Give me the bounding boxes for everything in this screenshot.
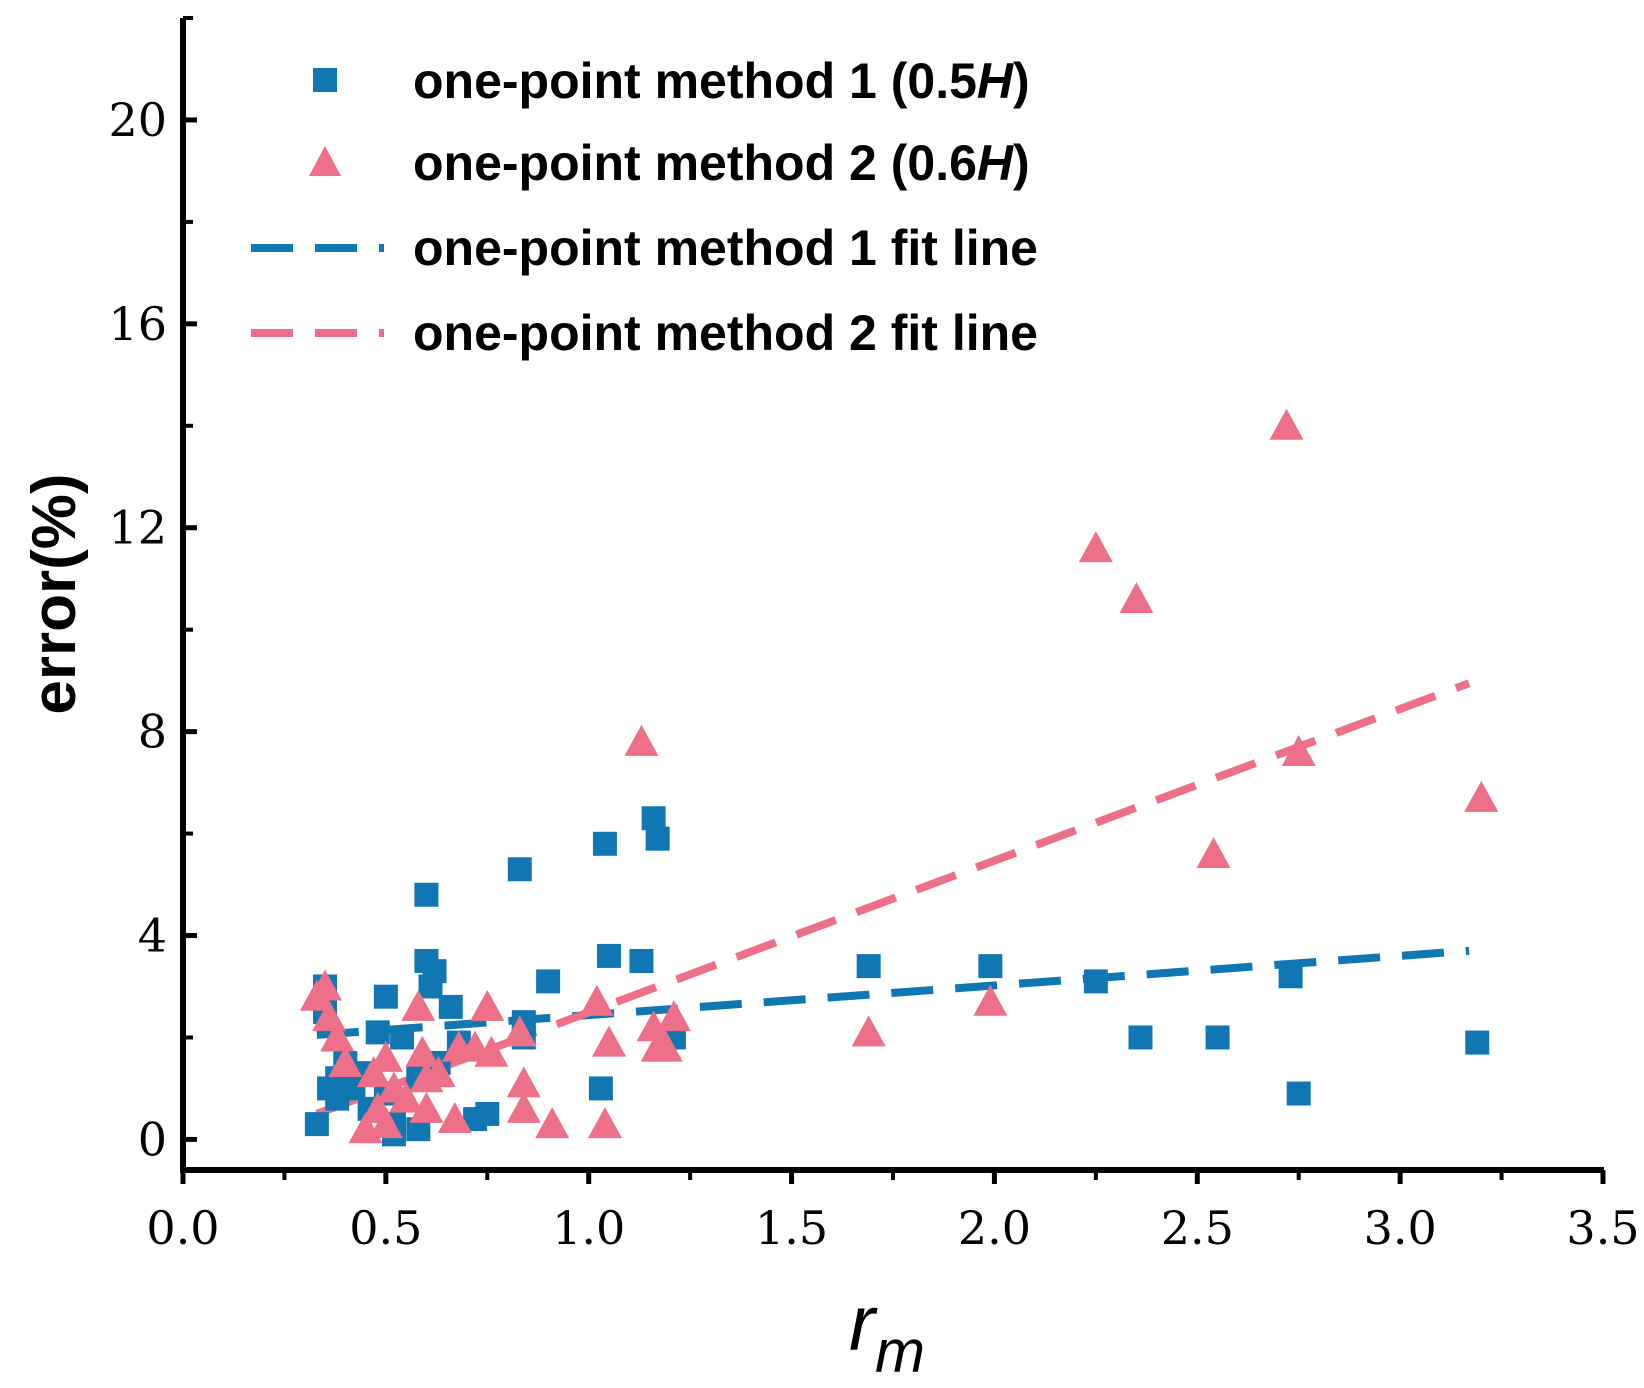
data-points <box>299 408 1499 1147</box>
legend-label-method1-main: one-point method 1 (0.5 <box>413 53 977 109</box>
x-axis-title-subscript: m <box>875 1318 925 1385</box>
method2-point <box>1269 408 1304 440</box>
legend-label-method1: one-point method 1 (0.5H) <box>413 53 1030 109</box>
x-tick-label: 1.5 <box>755 1201 828 1255</box>
method2-point <box>648 1030 683 1062</box>
method1-point <box>1205 1025 1230 1050</box>
method2-point <box>368 1107 403 1139</box>
method1-point <box>592 831 617 856</box>
tick-labels: 0.0 0.5 1.0 1.5 2.0 2.5 3.0 3.5 0 4 8 12 16 20 <box>108 93 1639 1255</box>
method1-point <box>856 954 881 979</box>
method1-point <box>418 974 443 999</box>
y-tick-label: 16 <box>108 297 167 351</box>
method1-point <box>1083 969 1108 994</box>
method2-point <box>405 1035 440 1067</box>
x-axis-title-main: r <box>849 1279 878 1367</box>
y-axis-title: error(%) <box>20 473 89 714</box>
y-tick-label: 4 <box>138 909 167 963</box>
legend-label-method1-italic: H <box>977 53 1014 109</box>
x-tick-label: 2.5 <box>1161 1201 1234 1255</box>
x-tick-label: 0.5 <box>349 1201 422 1255</box>
x-tick-label: 3.5 <box>1566 1201 1639 1255</box>
method2-point <box>636 1010 671 1042</box>
method1-point <box>978 954 1003 979</box>
method1-point <box>597 943 621 968</box>
legend-label-fit1: one-point method 1 fit line <box>413 220 1038 276</box>
x-tick-label: 1.0 <box>552 1201 625 1255</box>
method2-point <box>470 989 505 1021</box>
method2-point <box>474 1035 509 1067</box>
method2-point <box>592 1025 626 1057</box>
method1-point <box>1278 964 1303 989</box>
legend-label-method2-main: one-point method 2 (0.6 <box>413 135 977 191</box>
legend: one-point method 1 (0.5H) one-point meth… <box>251 53 1038 361</box>
y-tick-label: 8 <box>138 705 167 759</box>
method2-point <box>389 1081 424 1113</box>
method2-point <box>506 1091 541 1123</box>
method1-point <box>304 1112 329 1137</box>
method1-point <box>373 984 398 1009</box>
method1-point <box>536 969 561 994</box>
method2-point <box>535 1107 570 1139</box>
axes <box>180 18 1604 1173</box>
method2-point <box>624 724 659 756</box>
method1-point <box>1465 1030 1490 1055</box>
method1-point <box>475 1101 500 1126</box>
legend-label-method2: one-point method 2 (0.6H) <box>413 135 1030 191</box>
method2-point <box>579 984 614 1016</box>
method2-point <box>502 1015 537 1047</box>
method1-point <box>507 857 532 882</box>
method1-point <box>1286 1081 1311 1106</box>
method1-point <box>365 1020 390 1045</box>
x-tick-label: 2.0 <box>958 1201 1031 1255</box>
method2-point <box>851 1015 886 1047</box>
method1-point <box>414 882 439 907</box>
legend-marker-method2 <box>309 146 341 176</box>
method2-point <box>587 1107 622 1139</box>
method1-point <box>1128 1025 1153 1050</box>
method1-point <box>588 1076 613 1101</box>
method2-point <box>409 1091 444 1123</box>
legend-label-method2-tail: ) <box>1013 135 1030 191</box>
method2-point <box>421 1056 456 1088</box>
fit-line-1 <box>316 946 1470 1039</box>
legend-label-fit2: one-point method 2 fit line <box>413 305 1038 361</box>
method2-point <box>656 1000 691 1032</box>
method1-point <box>438 994 463 1019</box>
x-tick-label: 0.0 <box>146 1201 219 1255</box>
method2-point <box>437 1102 472 1134</box>
method2-point <box>1464 780 1499 812</box>
method2-point <box>328 1045 363 1077</box>
method2-point <box>1119 582 1154 614</box>
x-axis-title: rm <box>849 1279 925 1385</box>
y-tick-label: 20 <box>108 93 167 147</box>
legend-label-method1-tail: ) <box>1013 53 1030 109</box>
method2-point <box>1078 531 1113 563</box>
legend-label-method2-italic: H <box>977 135 1014 191</box>
method1-point <box>645 826 670 851</box>
method1-point <box>390 1025 415 1050</box>
method2-point <box>308 969 342 1001</box>
method1-point <box>641 806 666 831</box>
y-tick-label: 12 <box>108 501 167 555</box>
method2-point <box>1196 836 1231 868</box>
tick-marks <box>180 16 1606 1184</box>
legend-marker-method1 <box>313 68 337 92</box>
method2-point <box>1281 735 1316 767</box>
y-tick-label: 0 <box>138 1112 167 1166</box>
method2-point <box>401 989 436 1021</box>
method1-point <box>629 949 654 974</box>
method2-point <box>506 1066 541 1098</box>
method2-point <box>368 1040 403 1072</box>
method2-point <box>973 984 1008 1016</box>
method2-point <box>320 1020 355 1052</box>
x-tick-label: 3.0 <box>1364 1201 1437 1255</box>
